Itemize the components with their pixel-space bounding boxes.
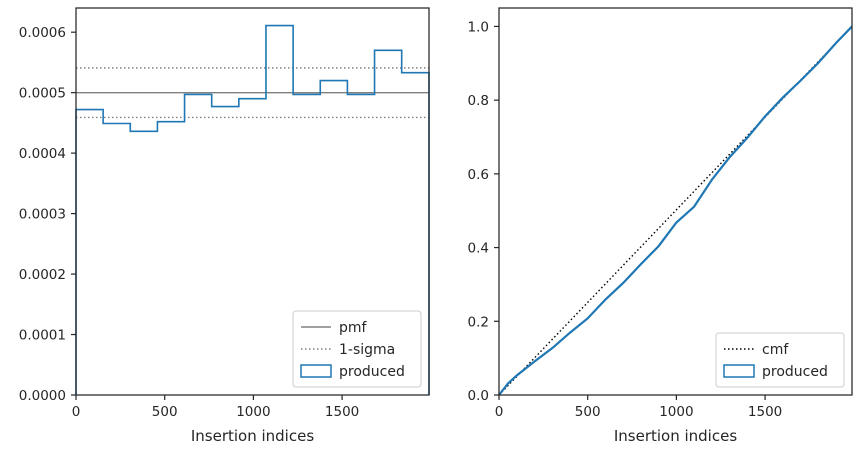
left-histogram-panel: 0 500 1000 1500 0.0000 0.0001 0.0002 0.0003 0.00… — [19, 7, 430, 445]
left-x-axis-label: Insertion indices — [191, 427, 314, 445]
x-tick-label: 1000 — [236, 404, 270, 420]
y-tick-label: 0.2 — [468, 314, 489, 330]
right-x-axis-label: Insertion indices — [614, 427, 737, 445]
y-tick-label: 0.0000 — [19, 388, 66, 404]
y-tick-label: 1.0 — [468, 19, 489, 35]
produced-line — [498, 25, 853, 396]
legend-handle-produced — [723, 364, 755, 378]
y-tick-label: 0.0 — [468, 388, 489, 404]
legend-box — [292, 310, 422, 388]
legend-box — [715, 332, 845, 388]
right-legend: cmf produced — [715, 332, 845, 388]
y-tick-label: 0.0003 — [19, 207, 66, 223]
right-cdf-panel: 0 500 1000 1500 0.0 0.2 0.4 0.6 0.8 1.0 Insertion… — [468, 7, 853, 445]
y-tick-label: 0.0002 — [19, 267, 66, 283]
legend-label-1-sigma: 1-sigma — [339, 342, 395, 358]
x-tick-label: 0 — [72, 404, 81, 420]
x-tick-label: 1500 — [748, 404, 782, 420]
legend-handle-produced — [300, 364, 332, 378]
left-legend: pmf 1-sigma produced — [292, 310, 422, 388]
y-tick-label: 0.0004 — [19, 146, 66, 162]
right-axes-frame — [498, 7, 853, 396]
y-tick-label: 0.0006 — [19, 25, 66, 41]
left-axes-frame — [75, 7, 430, 396]
x-tick-label: 1500 — [325, 404, 359, 420]
y-tick-label: 0.0005 — [19, 86, 66, 102]
x-tick-label: 500 — [152, 404, 178, 420]
legend-label-pmf: pmf — [339, 320, 368, 336]
y-tick-label: 0.4 — [468, 241, 489, 257]
histogram-bars — [75, 24, 430, 395]
legend-label-cmf: cmf — [762, 342, 789, 358]
y-tick-label: 0.6 — [468, 167, 489, 183]
legend-label-produced: produced — [339, 364, 405, 380]
x-tick-label: 1000 — [659, 404, 693, 420]
x-tick-label: 0 — [495, 404, 504, 420]
y-tick-label: 0.0001 — [19, 328, 66, 344]
y-tick-label: 0.8 — [468, 93, 489, 109]
legend-label-produced: produced — [762, 364, 828, 380]
x-tick-label: 500 — [575, 404, 601, 420]
